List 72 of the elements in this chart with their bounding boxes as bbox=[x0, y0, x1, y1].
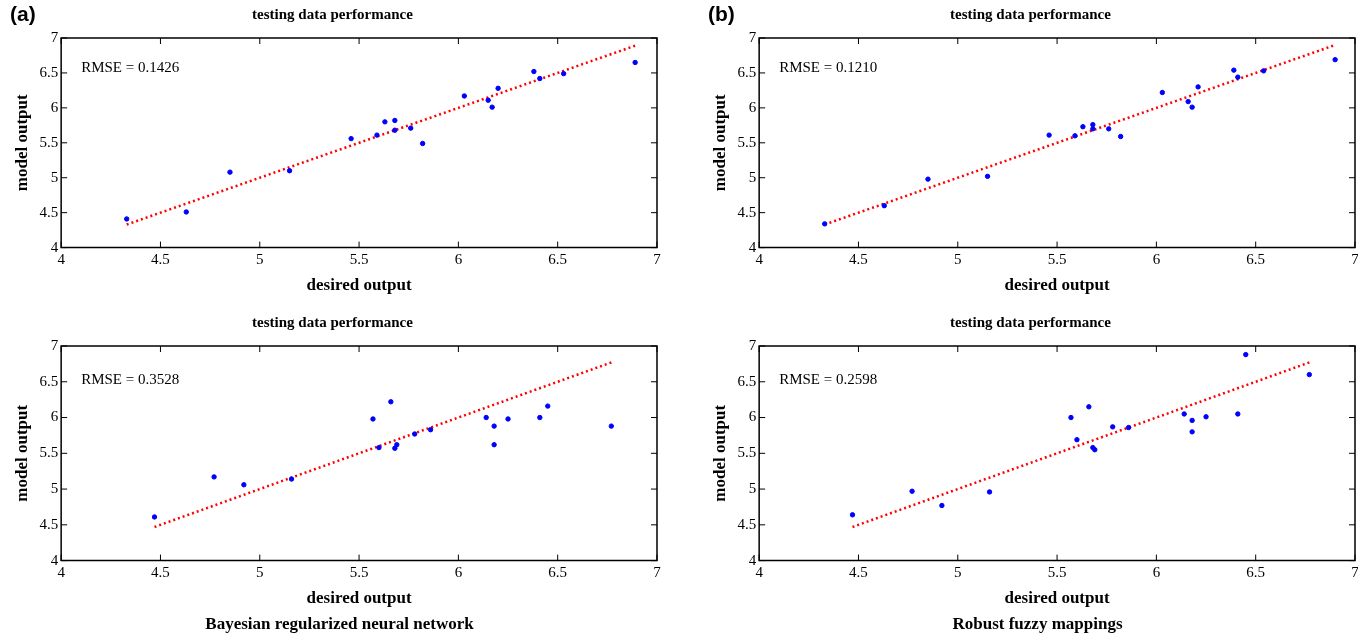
y-tick-label: 6.5 bbox=[737, 372, 757, 389]
annotation: RMSE = 0.2598 bbox=[779, 370, 878, 387]
x-tick-label: 6.5 bbox=[1246, 250, 1266, 267]
chart-title: testing data performance bbox=[950, 313, 1112, 330]
annotation: RMSE = 0.1210 bbox=[779, 58, 878, 75]
y-tick-label: 4 bbox=[50, 238, 59, 255]
y-axis-title: model output bbox=[11, 94, 31, 192]
y-tick-label: 5.5 bbox=[39, 444, 59, 461]
x-axis-title: desired output bbox=[1004, 588, 1110, 608]
y-tick-label: 7 bbox=[748, 336, 757, 353]
annotation: RMSE = 0.1426 bbox=[81, 58, 180, 75]
y-tick-label: 4 bbox=[50, 551, 59, 568]
x-tick-label: 6.5 bbox=[548, 250, 568, 267]
x-tick-label: 5.5 bbox=[349, 250, 369, 267]
y-tick-label: 4 bbox=[748, 238, 757, 255]
x-tick-label: 5 bbox=[954, 250, 962, 267]
x-tick-label: 4.5 bbox=[151, 250, 170, 267]
y-axis-title: model output bbox=[709, 94, 729, 192]
x-tick-label: 5.5 bbox=[349, 563, 369, 580]
text: Bayesian regularized neural network bbox=[204, 614, 475, 634]
annotation: RMSE = 0.3528 bbox=[81, 370, 180, 387]
y-tick-label: 7 bbox=[50, 336, 59, 353]
y-tick-label: 5 bbox=[748, 168, 757, 185]
y-tick-label: 6 bbox=[748, 408, 757, 425]
x-tick-label: 4.5 bbox=[849, 250, 868, 267]
x-axis-title: desired output bbox=[306, 275, 412, 295]
x-tick-label: 7 bbox=[653, 563, 662, 580]
y-tick-label: 5.5 bbox=[737, 444, 757, 461]
y-tick-label: 4.5 bbox=[39, 515, 59, 532]
x-tick-label: 5.5 bbox=[1047, 250, 1067, 267]
x-tick-label: 5 bbox=[954, 563, 962, 580]
y-tick-label: 7 bbox=[748, 28, 757, 45]
text: (b) bbox=[708, 2, 735, 26]
y-axis-title: model output bbox=[11, 404, 31, 502]
y-tick-label: 4.5 bbox=[39, 203, 59, 220]
x-tick-label: 7 bbox=[1351, 563, 1358, 580]
chart-title: testing data performance bbox=[252, 313, 414, 330]
y-tick-label: 5 bbox=[50, 168, 59, 185]
y-tick-label: 6.5 bbox=[39, 63, 59, 80]
y-tick-label: 5.5 bbox=[737, 133, 757, 150]
y-tick-label: 6.5 bbox=[737, 63, 757, 80]
x-axis-title: desired output bbox=[306, 588, 412, 608]
y-tick-label: 6 bbox=[50, 98, 59, 115]
chart-title: testing data performance bbox=[252, 5, 414, 22]
y-tick-label: 6.5 bbox=[39, 372, 59, 389]
x-tick-label: 6.5 bbox=[1246, 563, 1266, 580]
x-axis-title: desired output bbox=[1004, 275, 1110, 295]
y-tick-label: 6 bbox=[50, 408, 59, 425]
x-tick-label: 7 bbox=[653, 250, 662, 267]
text: (a) bbox=[10, 2, 36, 26]
y-tick-label: 5 bbox=[748, 480, 757, 496]
y-tick-label: 4.5 bbox=[737, 203, 757, 220]
y-tick-label: 5 bbox=[50, 480, 59, 496]
x-tick-label: 5 bbox=[256, 250, 264, 267]
y-tick-label: 5.5 bbox=[39, 133, 59, 150]
x-tick-label: 7 bbox=[1351, 250, 1358, 267]
x-tick-label: 5 bbox=[256, 563, 264, 580]
x-tick-label: 6 bbox=[1152, 563, 1161, 580]
x-tick-label: 4.5 bbox=[151, 563, 170, 580]
x-tick-label: 5.5 bbox=[1047, 563, 1067, 580]
y-axis-title: model output bbox=[709, 404, 729, 502]
chart-title: testing data performance bbox=[950, 5, 1112, 22]
x-tick-label: 6.5 bbox=[548, 563, 568, 580]
x-tick-label: 6 bbox=[1152, 250, 1161, 267]
x-tick-label: 6 bbox=[454, 250, 463, 267]
y-tick-label: 7 bbox=[50, 28, 59, 45]
text: Robust fuzzy mappings bbox=[951, 614, 1124, 634]
y-tick-label: 4.5 bbox=[737, 515, 757, 532]
y-tick-label: 6 bbox=[748, 98, 757, 115]
x-tick-label: 6 bbox=[454, 563, 463, 580]
x-tick-label: 4.5 bbox=[849, 563, 868, 580]
y-tick-label: 4 bbox=[748, 551, 757, 568]
